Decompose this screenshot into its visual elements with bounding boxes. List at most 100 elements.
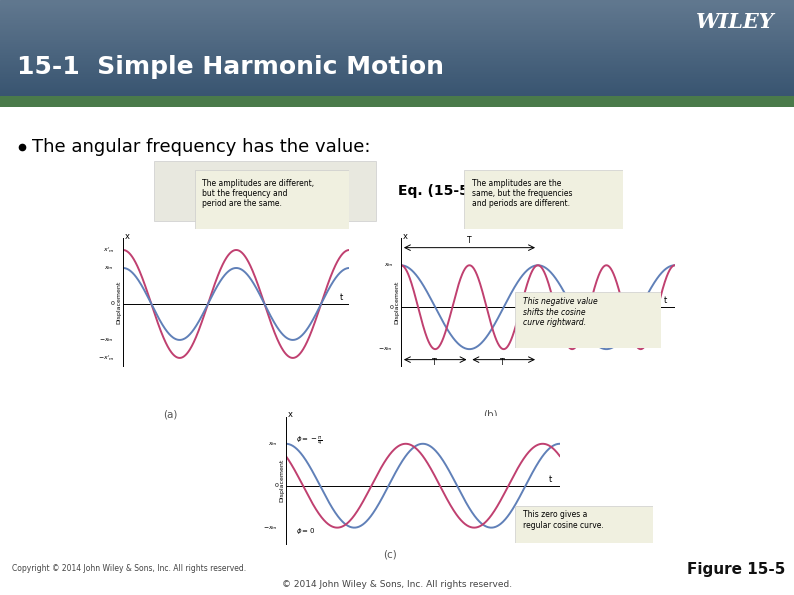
Bar [0, 81, 794, 82]
Text: Eq. (15-5): Eq. (15-5) [398, 184, 476, 198]
Text: t: t [549, 475, 552, 484]
Text: $\phi = -\frac{\pi}{4}$: $\phi = -\frac{\pi}{4}$ [295, 434, 322, 447]
Bar [0, 62, 794, 64]
Bar [0, 4, 794, 5]
Bar [0, 36, 794, 37]
Bar [0, 75, 794, 76]
Bar [0, 14, 794, 15]
Bar [0, 42, 794, 43]
Text: 0: 0 [275, 483, 278, 488]
Bar [0, 6, 794, 7]
Text: This negative value
shifts the cosine
curve rightward.: This negative value shifts the cosine cu… [523, 297, 598, 327]
Bar [0, 95, 794, 96]
Text: Figure 15-5: Figure 15-5 [687, 562, 785, 577]
Bar [0, 70, 794, 71]
Text: Copyright © 2014 John Wiley & Sons, Inc. All rights reserved.: Copyright © 2014 John Wiley & Sons, Inc.… [12, 564, 246, 573]
Bar [0, 93, 794, 94]
Bar [0, 53, 794, 54]
Bar [0, 92, 794, 93]
Text: T': T' [432, 358, 438, 367]
Text: The amplitudes are the
same, but the frequencies
and periods are different.: The amplitudes are the same, but the fre… [472, 178, 573, 208]
Bar [0, 10, 794, 11]
Text: (a): (a) [163, 409, 177, 419]
Text: $x_m$: $x_m$ [104, 264, 114, 272]
Bar [0, 34, 794, 35]
Bar [0, 49, 794, 51]
Bar [0, 72, 794, 74]
Bar [0, 8, 794, 10]
Text: $-x_m$: $-x_m$ [379, 345, 393, 353]
Text: T': T' [500, 358, 507, 367]
Bar [0, 80, 794, 81]
Bar [0, 26, 794, 27]
Bar [0, 82, 794, 83]
Bar [0, 51, 794, 52]
Text: 0: 0 [390, 305, 393, 310]
Bar [0, 58, 794, 59]
Text: $x'_m$: $x'_m$ [102, 245, 114, 255]
Bar [0, 67, 794, 68]
Text: The angular frequency has the value:: The angular frequency has the value: [32, 138, 371, 156]
Bar [0, 27, 794, 28]
Bar [0, 12, 794, 13]
Text: $x_m$: $x_m$ [384, 261, 393, 269]
Bar [0, 59, 794, 60]
Bar [0, 32, 794, 33]
Bar [0, 88, 794, 89]
Bar [0, 71, 794, 72]
Bar [0, 43, 794, 45]
Text: WILEY: WILEY [696, 11, 774, 32]
Bar [0, 55, 794, 57]
Bar [0, 83, 794, 84]
Bar [0, 1, 794, 2]
Bar [0, 66, 794, 67]
Text: $-x'_m$: $-x'_m$ [98, 353, 114, 363]
Bar [0, 68, 794, 70]
Bar [0, 39, 794, 40]
Bar [0, 61, 794, 62]
Bar [0, 24, 794, 26]
Bar [0, 41, 794, 42]
Bar [0, 0, 794, 1]
Bar [0, 87, 794, 88]
Text: x: x [403, 232, 407, 241]
Bar [0, 57, 794, 58]
Bar [0, 29, 794, 30]
Bar [0, 74, 794, 75]
Text: $\phi = 0$: $\phi = 0$ [295, 526, 315, 536]
Bar [0, 17, 794, 18]
Bar [0, 64, 794, 65]
Text: 0: 0 [110, 302, 114, 306]
Bar [0, 47, 794, 48]
Text: $\omega = \dfrac{2\pi}{T} = 2\pi f.$: $\omega = \dfrac{2\pi}{T} = 2\pi f.$ [209, 173, 327, 209]
Y-axis label: Displacement: Displacement [279, 459, 284, 502]
Bar [0, 35, 794, 36]
Text: (c): (c) [384, 549, 397, 559]
Bar [0, 54, 794, 55]
Bar [0, 30, 794, 32]
Text: x: x [125, 232, 129, 241]
Text: x: x [287, 411, 292, 419]
Bar [0, 79, 794, 80]
Bar [0, 52, 794, 53]
Text: $x_m$: $x_m$ [268, 440, 278, 447]
Bar [0, 45, 794, 46]
Bar [0, 90, 794, 92]
Text: $-x_m$: $-x_m$ [99, 336, 114, 344]
Text: $-x_m$: $-x_m$ [264, 524, 278, 531]
Bar [0, 76, 794, 77]
Text: t: t [339, 293, 342, 302]
Text: T: T [467, 236, 472, 246]
Y-axis label: Displacement: Displacement [395, 280, 399, 324]
Text: The amplitudes are different,
but the frequency and
period are the same.: The amplitudes are different, but the fr… [202, 178, 314, 208]
Bar [0, 21, 794, 23]
Bar [0, 28, 794, 29]
Text: This zero gives a
regular cosine curve.: This zero gives a regular cosine curve. [523, 510, 603, 530]
Bar [0, 15, 794, 17]
Bar [0, 60, 794, 61]
Text: © 2014 John Wiley & Sons, Inc. All rights reserved.: © 2014 John Wiley & Sons, Inc. All right… [282, 580, 512, 589]
Bar [0, 20, 794, 21]
Bar [0, 7, 794, 8]
Bar [0, 2, 794, 4]
Text: t: t [664, 296, 667, 305]
